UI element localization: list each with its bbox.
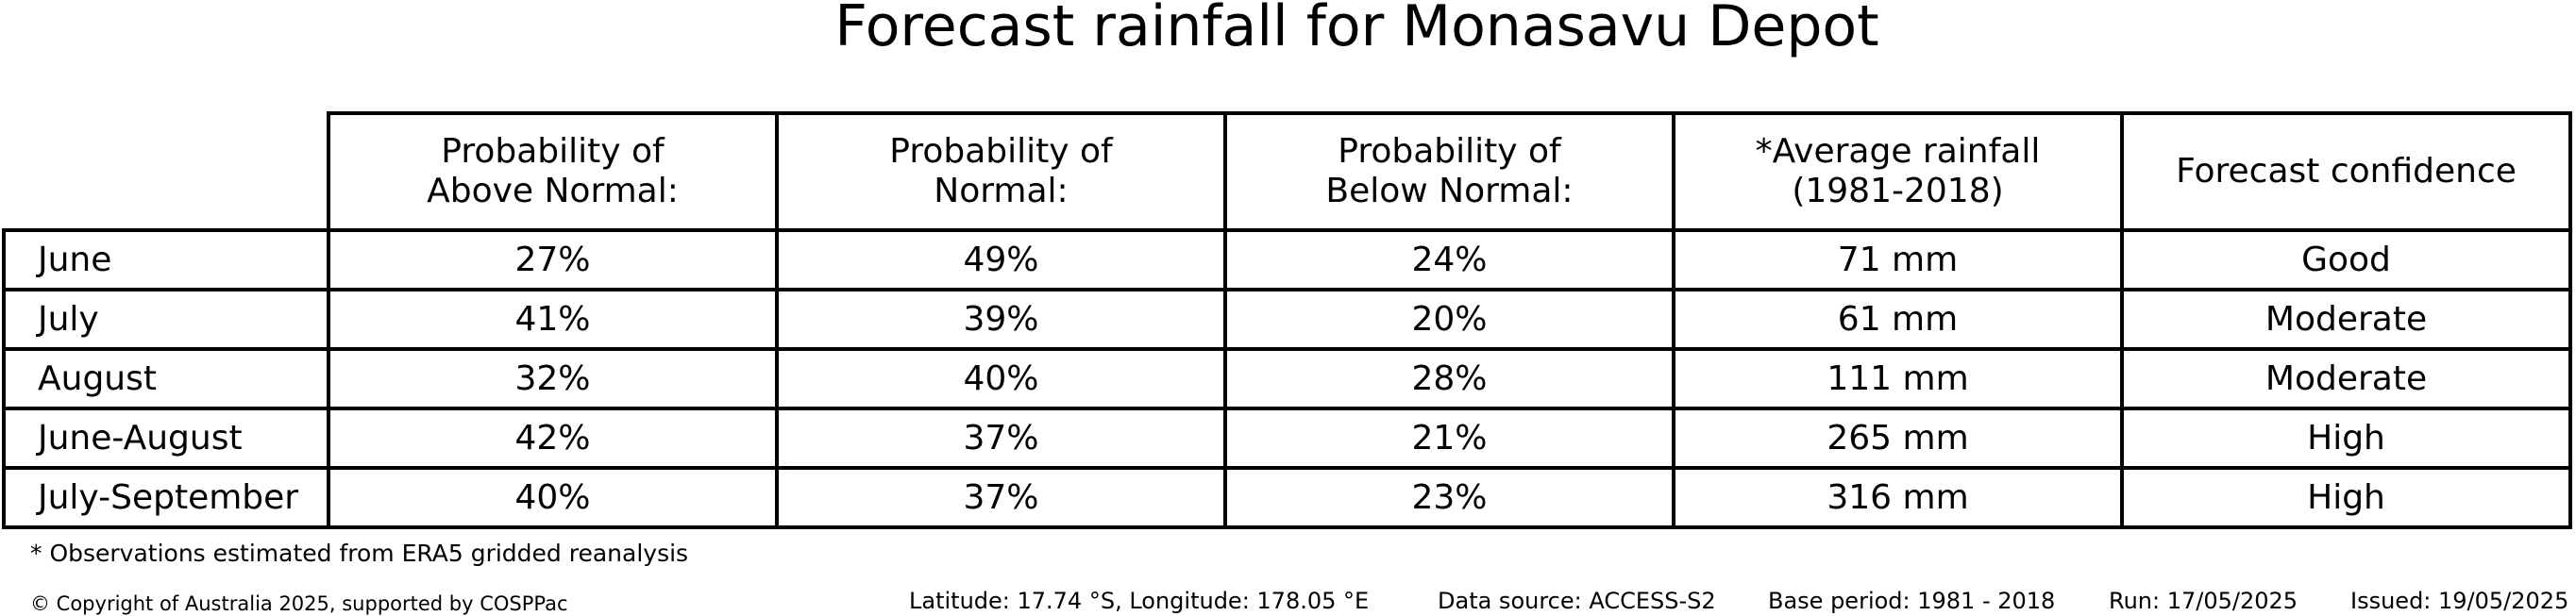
table-cell: 23% [1223, 466, 1675, 529]
copyright-text: © Copyright of Australia 2025, supported… [30, 592, 568, 615]
table-body: June 27% 49% 24% 71 mm Good July 41% 39% 20% 61 mm… [2, 228, 2572, 529]
table-cell: High [2120, 466, 2572, 529]
table-cell: 39% [775, 288, 1227, 351]
table-cell: Good [2120, 228, 2572, 291]
header-corner [4, 113, 330, 232]
row-label: July [2, 288, 330, 351]
table-cell: 316 mm [1672, 466, 2124, 529]
table-cell: 24% [1223, 228, 1675, 291]
column-header: Forecast confidence [2120, 111, 2572, 232]
table-row: July 41% 39% 20% 61 mm Moderate [2, 288, 2572, 351]
data-source-text: Data source: ACCESS-S2 [1438, 588, 1716, 614]
table-row: August 32% 40% 28% 111 mm Moderate [2, 347, 2572, 410]
footnote: * Observations estimated from ERA5 gridd… [30, 540, 689, 567]
row-label: June-August [2, 407, 330, 470]
table-row: June 27% 49% 24% 71 mm Good [2, 228, 2572, 291]
location-text: Latitude: 17.74 °S, Longitude: 178.05 °E [909, 588, 1370, 614]
table-cell: 42% [327, 407, 779, 470]
table-cell: 40% [775, 347, 1227, 410]
table-cell: 37% [775, 466, 1227, 529]
table-cell: 111 mm [1672, 347, 2124, 410]
table-cell: 28% [1223, 347, 1675, 410]
table-cell: 21% [1223, 407, 1675, 470]
table-cell: 49% [775, 228, 1227, 291]
table-cell: 71 mm [1672, 228, 2124, 291]
row-label: August [2, 347, 330, 410]
chart-title: Forecast rainfall for Monasavu Depot [834, 0, 1879, 59]
table-cell: 27% [327, 228, 779, 291]
run-date-text: Run: 17/05/2025 [2109, 588, 2298, 614]
table-row: July-September 40% 37% 23% 316 mm High [2, 466, 2572, 529]
row-label: July-September [2, 466, 330, 529]
table-row: June-August 42% 37% 21% 265 mm High [2, 407, 2572, 470]
table-cell: High [2120, 407, 2572, 470]
column-header: Probability of Normal: [775, 111, 1227, 232]
table-cell: 265 mm [1672, 407, 2124, 470]
forecast-table: Probability of Above Normal: Probability o… [2, 111, 2572, 529]
table-cell: Moderate [2120, 347, 2572, 410]
table-cell: 40% [327, 466, 779, 529]
table-cell: 37% [775, 407, 1227, 470]
base-period-text: Base period: 1981 - 2018 [1768, 588, 2056, 614]
issued-date-text: Issued: 19/05/2025 [2350, 588, 2569, 614]
column-header: Probability of Below Normal: [1223, 111, 1675, 232]
table-cell: 61 mm [1672, 288, 2124, 351]
row-label: June [2, 228, 330, 291]
table-cell: 41% [327, 288, 779, 351]
table-cell: 32% [327, 347, 779, 410]
table-cell: Moderate [2120, 288, 2572, 351]
column-header: Probability of Above Normal: [327, 111, 779, 232]
header-row: Probability of Above Normal: Probability o… [4, 111, 2572, 232]
column-header: *Average rainfall (1981-2018) [1672, 111, 2124, 232]
table-cell: 20% [1223, 288, 1675, 351]
